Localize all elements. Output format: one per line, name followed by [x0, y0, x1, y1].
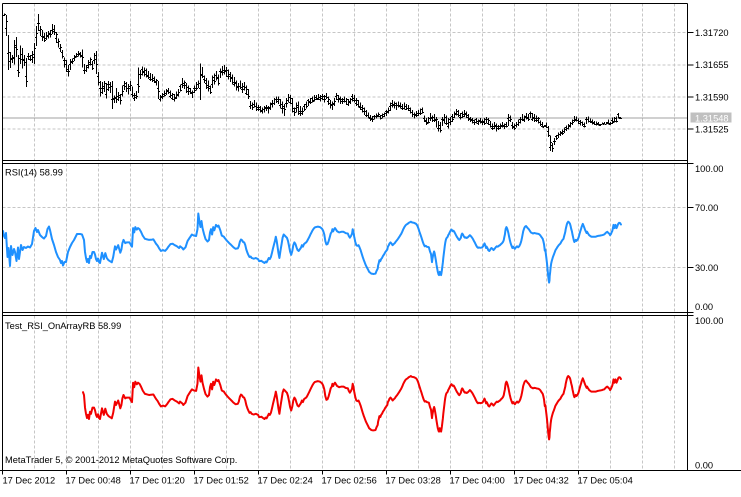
- svg-text:0.00: 0.00: [695, 302, 713, 312]
- svg-text:1.31655: 1.31655: [695, 60, 729, 70]
- svg-text:17 Dec 02:56: 17 Dec 02:56: [322, 476, 377, 486]
- svg-text:30.00: 30.00: [695, 263, 718, 273]
- svg-text:17 Dec 05:04: 17 Dec 05:04: [578, 476, 633, 486]
- svg-text:70.00: 70.00: [695, 203, 718, 213]
- svg-text:1.31720: 1.31720: [695, 28, 729, 38]
- svg-text:MetaTrader 5, © 2001-2012 Meta: MetaTrader 5, © 2001-2012 MetaQuotes Sof…: [5, 455, 237, 465]
- svg-text:Test_RSI_OnArrayRB 58.99: Test_RSI_OnArrayRB 58.99: [5, 321, 121, 331]
- svg-text:1.31525: 1.31525: [695, 125, 729, 135]
- svg-text:100.00: 100.00: [695, 316, 723, 326]
- svg-text:17 Dec 00:48: 17 Dec 00:48: [66, 476, 121, 486]
- svg-text:100.00: 100.00: [695, 164, 723, 174]
- svg-text:17 Dec 01:20: 17 Dec 01:20: [130, 476, 185, 486]
- svg-text:0.00: 0.00: [695, 460, 713, 470]
- svg-text:17 Dec 03:28: 17 Dec 03:28: [386, 476, 441, 486]
- svg-text:17 Dec 2012: 17 Dec 2012: [3, 476, 56, 486]
- svg-text:17 Dec 04:00: 17 Dec 04:00: [450, 476, 505, 486]
- svg-text:1.31548: 1.31548: [695, 113, 729, 123]
- svg-text:1.31590: 1.31590: [695, 92, 729, 102]
- svg-text:17 Dec 04:32: 17 Dec 04:32: [514, 476, 569, 486]
- svg-text:17 Dec 01:52: 17 Dec 01:52: [194, 476, 249, 486]
- svg-text:17 Dec 02:24: 17 Dec 02:24: [258, 476, 313, 486]
- svg-text:RSI(14) 58.99: RSI(14) 58.99: [5, 167, 63, 177]
